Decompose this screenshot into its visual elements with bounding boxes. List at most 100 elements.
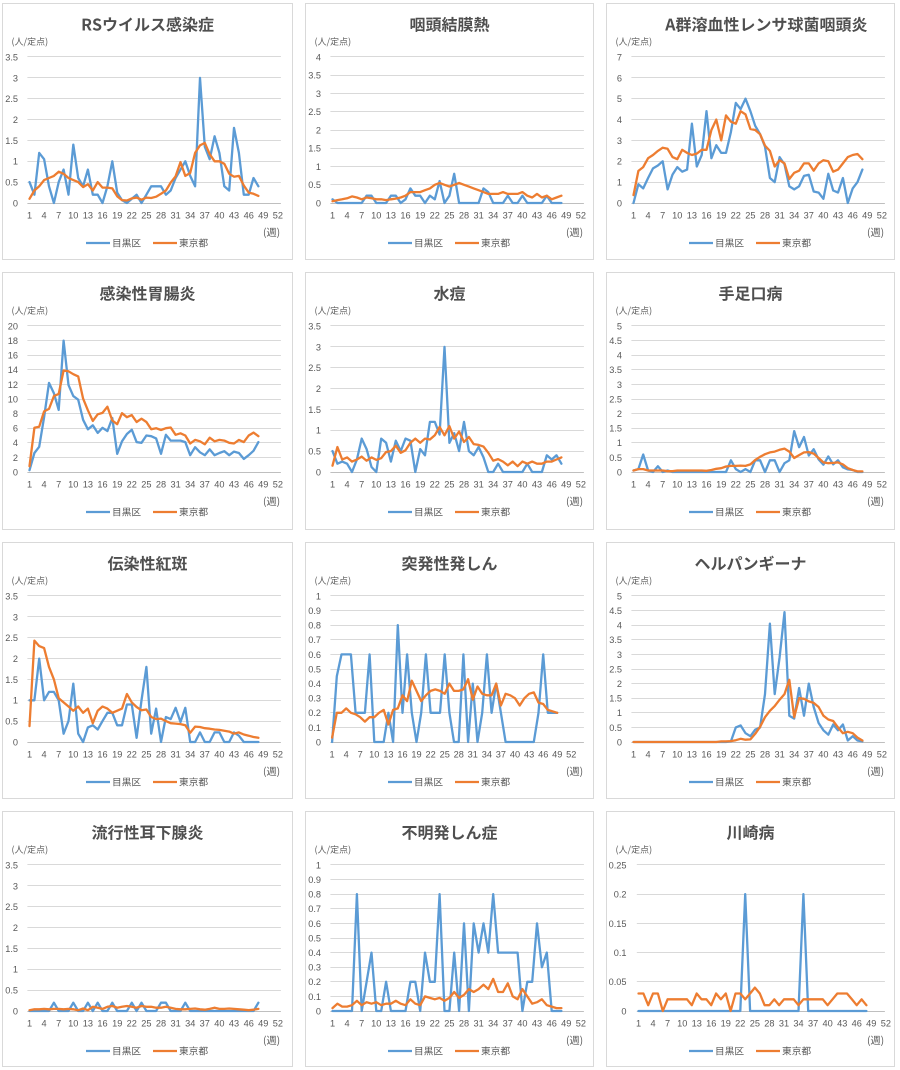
svg-text:43: 43 [833, 480, 843, 490]
svg-text:19: 19 [716, 750, 726, 760]
svg-text:6: 6 [617, 73, 622, 83]
svg-text:2: 2 [13, 453, 18, 463]
svg-text:7: 7 [660, 480, 665, 490]
svg-text:14: 14 [8, 365, 18, 375]
svg-text:0.5: 0.5 [308, 933, 321, 943]
svg-text:7: 7 [56, 480, 61, 490]
svg-text:34: 34 [793, 1019, 803, 1029]
svg-text:4: 4 [646, 211, 651, 221]
svg-text:2: 2 [617, 157, 622, 167]
svg-text:0.2: 0.2 [614, 890, 627, 900]
svg-text:4: 4 [42, 1019, 47, 1029]
svg-text:40: 40 [517, 480, 527, 490]
svg-text:3: 3 [617, 380, 622, 390]
svg-text:7: 7 [660, 750, 665, 760]
svg-text:31: 31 [774, 750, 784, 760]
svg-text:40: 40 [818, 480, 828, 490]
svg-text:3: 3 [13, 881, 18, 891]
svg-text:16: 16 [97, 750, 107, 760]
svg-text:28: 28 [764, 1019, 774, 1029]
svg-text:0.3: 0.3 [308, 963, 321, 973]
svg-text:34: 34 [789, 480, 799, 490]
svg-text:1.5: 1.5 [609, 424, 622, 434]
svg-text:7: 7 [359, 480, 364, 490]
svg-text:2: 2 [13, 923, 18, 933]
svg-text:10: 10 [68, 211, 78, 221]
svg-text:0.2: 0.2 [308, 977, 321, 987]
svg-text:1: 1 [330, 1019, 335, 1029]
svg-text:1.5: 1.5 [5, 944, 18, 954]
svg-text:0.8: 0.8 [308, 890, 321, 900]
svg-text:46: 46 [547, 211, 557, 221]
svg-text:43: 43 [229, 480, 239, 490]
svg-text:1: 1 [330, 211, 335, 221]
svg-text:1: 1 [330, 750, 335, 760]
svg-text:31: 31 [170, 750, 180, 760]
svg-text:43: 43 [229, 750, 239, 760]
svg-text:0: 0 [316, 737, 321, 747]
svg-text:0.5: 0.5 [609, 723, 622, 733]
svg-text:28: 28 [459, 211, 469, 221]
svg-text:2.5: 2.5 [609, 394, 622, 404]
svg-text:28: 28 [760, 211, 770, 221]
svg-text:43: 43 [833, 211, 843, 221]
svg-text:49: 49 [862, 211, 872, 221]
svg-text:37: 37 [200, 750, 210, 760]
svg-text:3.5: 3.5 [5, 591, 18, 601]
svg-text:49: 49 [561, 1019, 571, 1029]
svg-text:1: 1 [13, 157, 18, 167]
svg-text:1: 1 [617, 438, 622, 448]
svg-text:28: 28 [760, 480, 770, 490]
svg-text:0: 0 [13, 467, 18, 477]
svg-text:52: 52 [877, 480, 887, 490]
svg-text:37: 37 [200, 211, 210, 221]
svg-text:13: 13 [83, 1019, 93, 1029]
svg-text:34: 34 [488, 1019, 498, 1029]
svg-text:1: 1 [316, 591, 321, 601]
svg-text:22: 22 [731, 211, 741, 221]
svg-text:52: 52 [273, 480, 283, 490]
svg-text:40: 40 [822, 1019, 832, 1029]
svg-text:28: 28 [156, 211, 166, 221]
svg-text:22: 22 [735, 1019, 745, 1029]
svg-text:1: 1 [617, 708, 622, 718]
svg-text:0: 0 [316, 198, 321, 208]
svg-text:19: 19 [112, 211, 122, 221]
svg-text:2.5: 2.5 [609, 664, 622, 674]
svg-text:4: 4 [344, 750, 349, 760]
svg-text:16: 16 [97, 480, 107, 490]
svg-text:2: 2 [13, 654, 18, 664]
svg-text:0: 0 [13, 1006, 18, 1016]
svg-text:5: 5 [617, 321, 622, 331]
svg-text:25: 25 [141, 211, 151, 221]
svg-text:0.4: 0.4 [308, 679, 321, 689]
svg-text:2.5: 2.5 [308, 107, 321, 117]
svg-text:7: 7 [56, 211, 61, 221]
svg-text:40: 40 [214, 211, 224, 221]
svg-text:31: 31 [473, 480, 483, 490]
svg-text:7: 7 [660, 211, 665, 221]
svg-text:31: 31 [170, 1019, 180, 1029]
svg-text:34: 34 [789, 750, 799, 760]
svg-text:37: 37 [503, 1019, 513, 1029]
svg-text:0.05: 0.05 [609, 977, 627, 987]
svg-text:0.5: 0.5 [609, 453, 622, 463]
svg-text:1: 1 [27, 211, 32, 221]
svg-text:16: 16 [97, 1019, 107, 1029]
svg-text:0.1: 0.1 [614, 948, 627, 958]
svg-text:1: 1 [27, 750, 32, 760]
svg-text:46: 46 [848, 211, 858, 221]
svg-text:22: 22 [731, 750, 741, 760]
svg-text:49: 49 [862, 750, 872, 760]
svg-text:25: 25 [141, 1019, 151, 1029]
svg-text:22: 22 [127, 750, 137, 760]
svg-text:37: 37 [804, 750, 814, 760]
svg-text:4: 4 [646, 480, 651, 490]
svg-text:46: 46 [848, 750, 858, 760]
svg-text:28: 28 [454, 750, 464, 760]
svg-text:4.5: 4.5 [609, 606, 622, 616]
svg-text:2.5: 2.5 [5, 633, 18, 643]
svg-text:0.7: 0.7 [308, 904, 321, 914]
svg-text:4: 4 [13, 438, 18, 448]
svg-text:13: 13 [386, 211, 396, 221]
